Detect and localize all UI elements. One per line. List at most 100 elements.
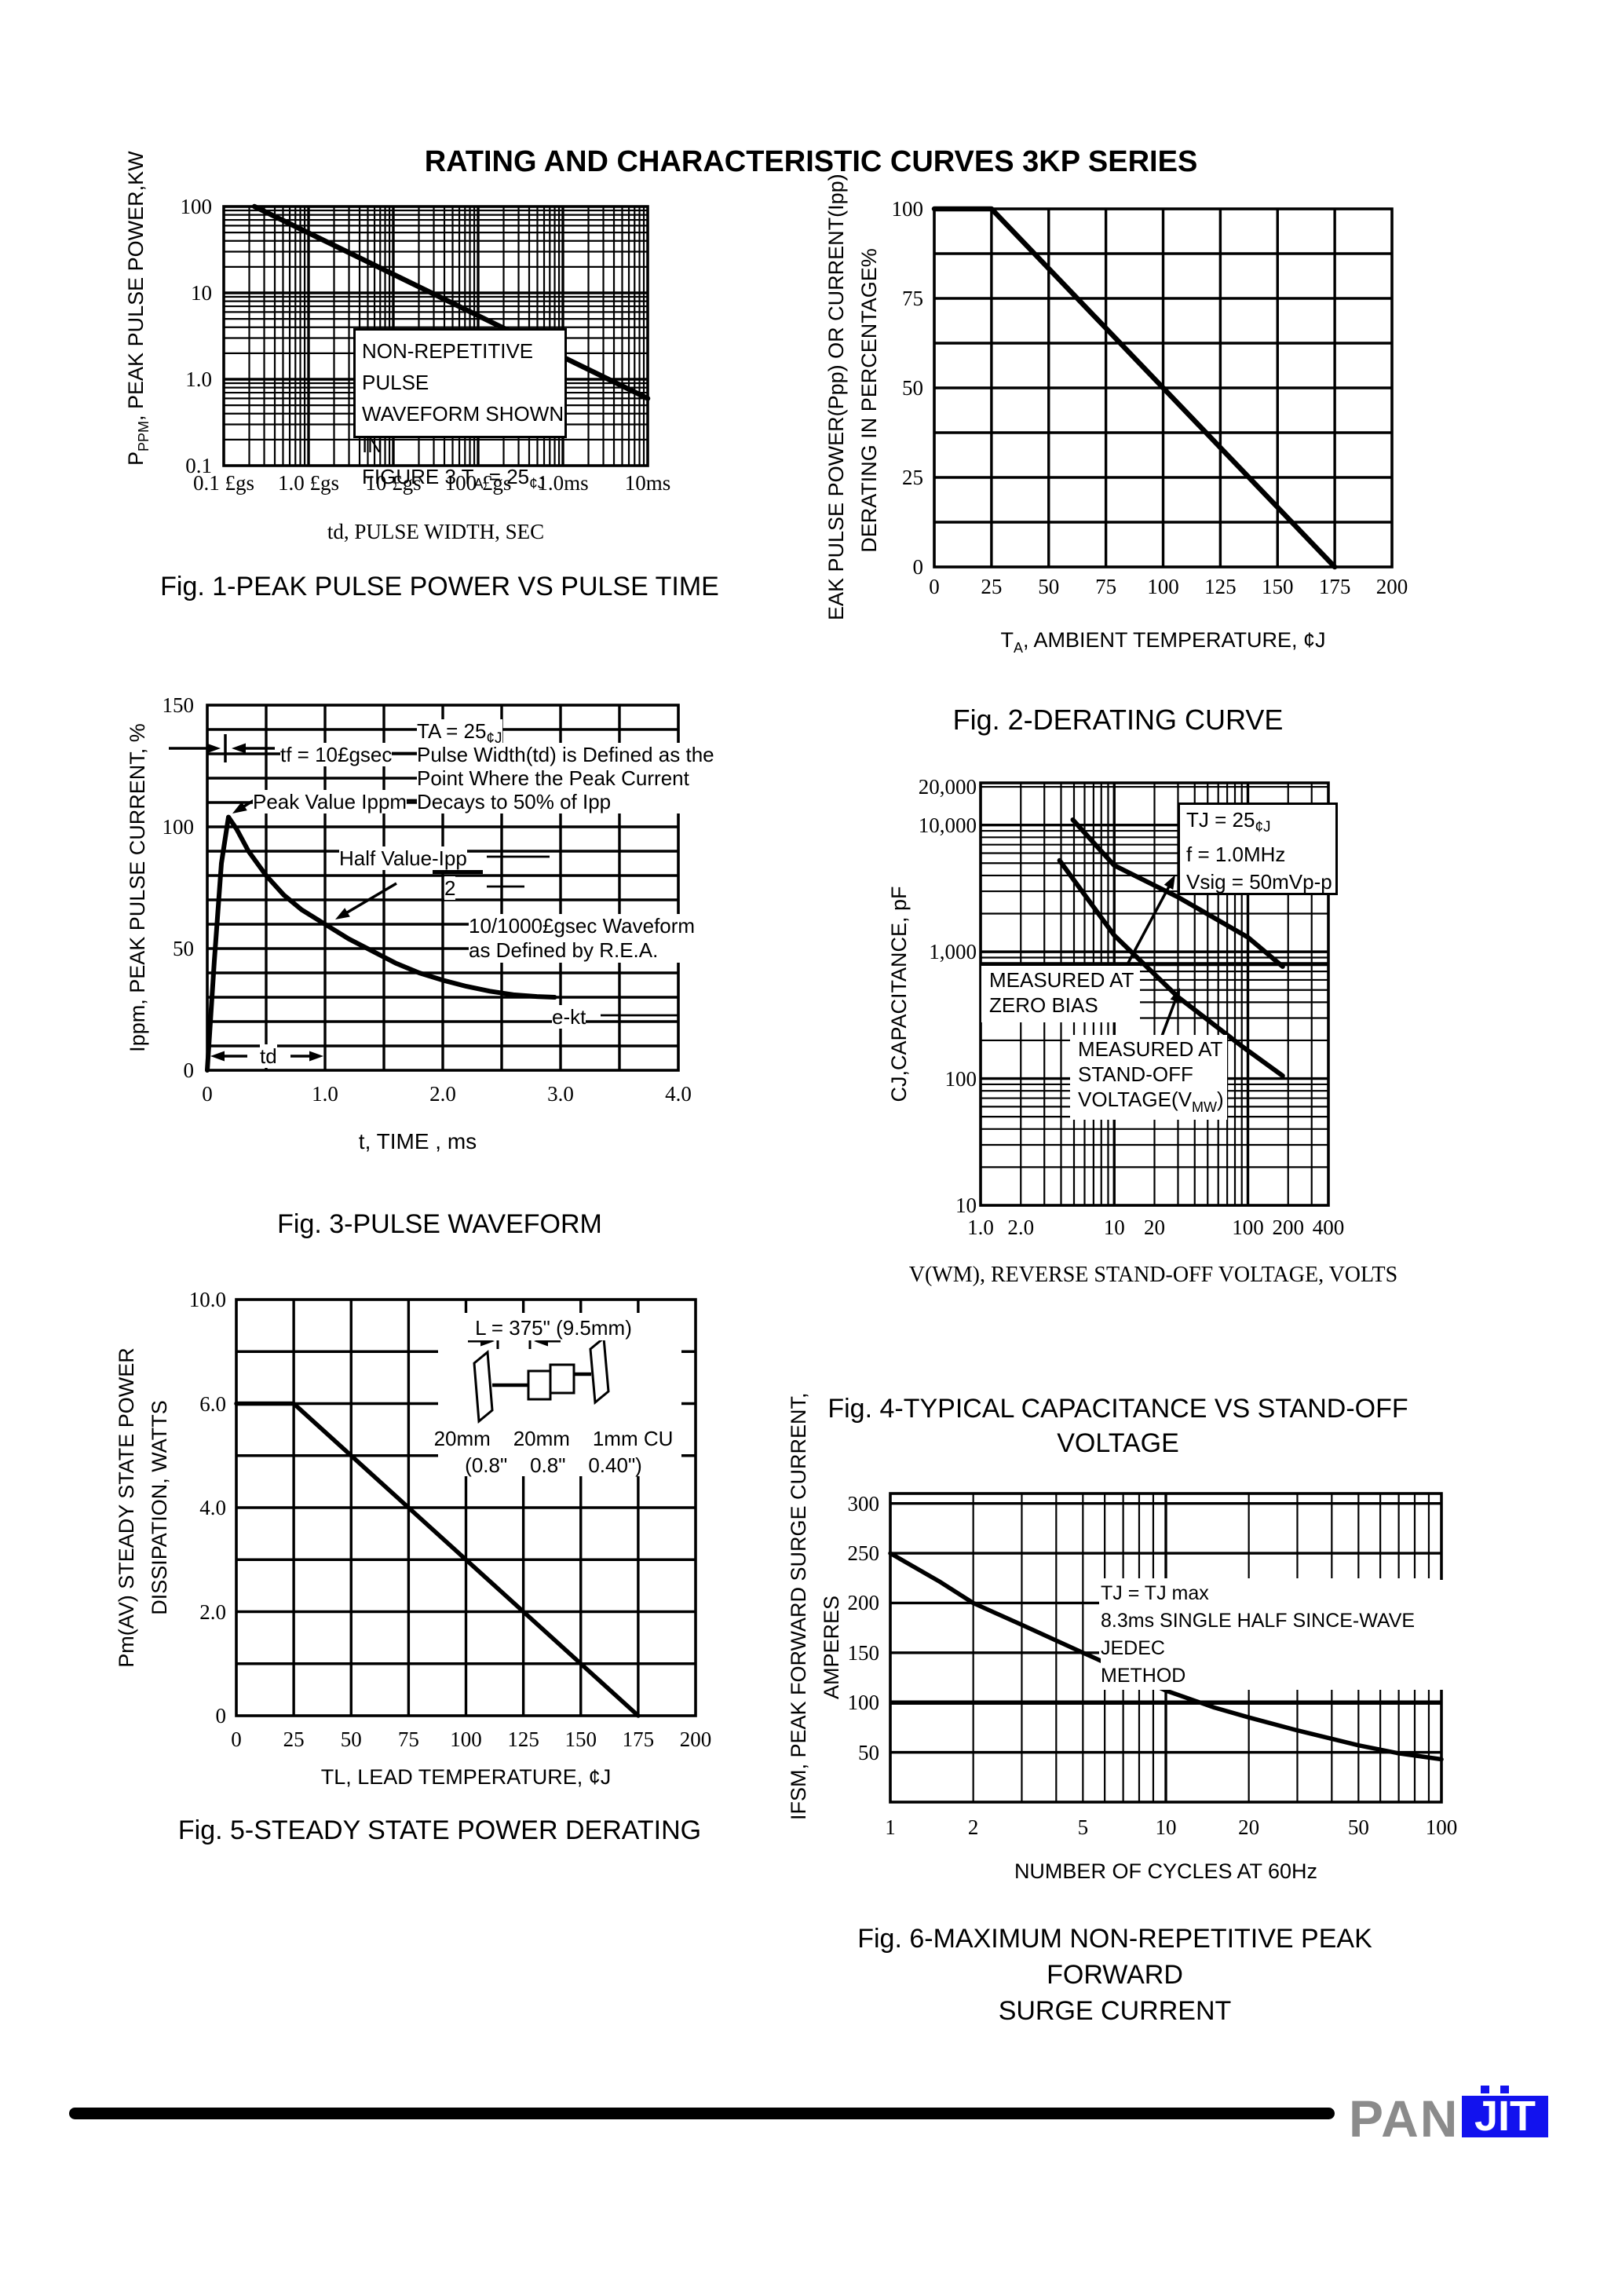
fig2-y-axis-label-line1: EAK PULSE POWER(Ppp) OR CURRENT(Ipp) bbox=[824, 174, 848, 620]
fig6-x-tick: 20 bbox=[1238, 1815, 1260, 1839]
fig5-x-tick: 75 bbox=[397, 1727, 419, 1751]
fig4-x-tick: 1.0 bbox=[967, 1216, 994, 1239]
fig5-x-tick: 125 bbox=[507, 1727, 539, 1751]
fig3-half-value-annotation: Half Value-Ipp bbox=[339, 846, 467, 870]
fig4-x-tick: 200 bbox=[1272, 1216, 1304, 1239]
fig6-y-tick: 50 bbox=[858, 1740, 879, 1764]
fig3-x-tick: 3.0 bbox=[547, 1082, 574, 1106]
fig6-cond-line2: 8.3ms SINGLE HALF SINCE-WAVE JEDEC bbox=[1101, 1610, 1416, 1659]
page-title: RATING AND CHARACTERISTIC CURVES 3KP SER… bbox=[424, 145, 1198, 178]
fig2-x-tick: 0 bbox=[929, 575, 940, 598]
logo-jit-badge: JIT bbox=[1462, 2095, 1548, 2137]
fig1-note-box: NON-REPETITIVE PULSE WAVEFORM SHOWN IN F… bbox=[353, 328, 567, 492]
fig4-so-line3: VOLTAGE(VMW) bbox=[1078, 1088, 1224, 1115]
fig5-y-tick: 0 bbox=[215, 1704, 227, 1727]
fig1-x-tick: 100 £gs bbox=[444, 471, 512, 495]
fig2-x-tick: 75 bbox=[1095, 575, 1117, 598]
fig5-inset-inch-label: (0.8" 0.8" 0.40") bbox=[465, 1453, 642, 1477]
fig3-x-tick: 2.0 bbox=[429, 1082, 456, 1106]
fig6-y-tick: 250 bbox=[847, 1541, 880, 1566]
fig2-y-axis-label-line2: DERATING IN PERCENTAGE% bbox=[857, 248, 881, 553]
fig4-y-tick: 100 bbox=[944, 1066, 977, 1091]
fig1-ylabel-sub: PPM bbox=[136, 420, 152, 452]
fig1-y-tick: 0.1 bbox=[185, 454, 212, 477]
fig2-x-tick: 125 bbox=[1204, 575, 1237, 598]
fraction-bar bbox=[433, 870, 483, 874]
fig4-x-axis-label: V(WM), REVERSE STAND-OFF VOLTAGE, VOLTS bbox=[908, 1263, 1398, 1287]
fig5-y-tick: 6.0 bbox=[199, 1391, 226, 1416]
fig3-x-tick: 4.0 bbox=[665, 1082, 692, 1106]
fig4-x-tick: 400 bbox=[1312, 1216, 1345, 1239]
fig2-y-tick: 75 bbox=[902, 287, 923, 310]
fig3-y-tick: 50 bbox=[173, 937, 194, 960]
fig1-x-axis-label: td, PULSE WIDTH, SEC bbox=[327, 520, 545, 543]
fig6-cond-line3: METHOD bbox=[1101, 1665, 1186, 1687]
fig6-cond-line1: TJ = TJ max bbox=[1101, 1582, 1209, 1604]
fig4-x-tick: 20 bbox=[1144, 1216, 1165, 1239]
fig5-x-tick: 100 bbox=[450, 1727, 482, 1751]
fig4-cond-line3: Vsig = 50mVp-p bbox=[1186, 870, 1332, 894]
fig6-conditions-annotation: TJ = TJ max 8.3ms SINGLE HALF SINCE-WAVE… bbox=[1101, 1580, 1446, 1690]
fig2-x-tick: 50 bbox=[1038, 575, 1060, 598]
fig5-x-tick: 150 bbox=[564, 1727, 597, 1751]
fig6-y-tick: 300 bbox=[847, 1491, 880, 1515]
fig4-y-tick: 10 bbox=[955, 1194, 977, 1217]
fig4-zero-bias-label: MEASURED AT ZERO BIAS bbox=[981, 966, 1140, 1022]
fig4-so-line1: MEASURED AT bbox=[1078, 1037, 1223, 1061]
fig2-y-tick: 100 bbox=[891, 197, 924, 221]
fig2-x-tick: 100 bbox=[1147, 575, 1179, 598]
fig5-chart bbox=[234, 1298, 697, 1718]
fig3-half-denominator: 2 bbox=[444, 876, 456, 900]
fig6-x-tick: 1 bbox=[885, 1815, 896, 1839]
fig6-y-tick: 200 bbox=[847, 1591, 880, 1615]
fig3-td-annotation: td bbox=[260, 1044, 277, 1068]
fig4-cond-line2: f = 1.0MHz bbox=[1186, 843, 1286, 866]
logo-dot-1 bbox=[1481, 2086, 1489, 2093]
fig3-y-tick: 150 bbox=[162, 693, 195, 717]
fig4-caption: Fig. 4-TYPICAL CAPACITANCE VS STAND-OFF … bbox=[827, 1394, 1408, 1458]
fig6-x-tick: 5 bbox=[1077, 1815, 1089, 1839]
fig1-y-tick: 10 bbox=[191, 281, 212, 305]
fig3-caption: Fig. 3-PULSE WAVEFORM bbox=[277, 1209, 602, 1239]
fig4-x-tick: 10 bbox=[1103, 1216, 1125, 1239]
fig5-x-tick: 0 bbox=[231, 1727, 242, 1751]
fig3-y-axis-label: Ippm, PEAK PULSE CURRENT, % bbox=[126, 723, 149, 1052]
fig1-x-tick: 1.0 £gs bbox=[277, 471, 339, 495]
fig6-caption: Fig. 6-MAXIMUM NON-REPETITIVE PEAK FORWA… bbox=[857, 1924, 1372, 2026]
fig5-x-tick: 200 bbox=[679, 1727, 712, 1751]
fig6-x-tick: 100 bbox=[1425, 1815, 1458, 1839]
fig6-x-tick: 10 bbox=[1155, 1815, 1177, 1839]
fig3-x-axis-label: t, TIME , ms bbox=[358, 1129, 477, 1153]
fig4-y-tick: 10,000 bbox=[918, 813, 977, 837]
fig4-cond-line1: TJ = 25¢J bbox=[1186, 808, 1271, 835]
fig1-note-line3: FIGURE 3 TA = 25¢J bbox=[362, 465, 546, 492]
fig4-y-tick: 1,000 bbox=[929, 940, 977, 964]
fig1-x-tick: 0.1 £gs bbox=[192, 471, 254, 495]
fig2-x-tick: 200 bbox=[1375, 575, 1408, 598]
footer-rule bbox=[69, 2108, 1335, 2119]
fig5-caption: Fig. 5-STEADY STATE POWER DERATING bbox=[177, 1815, 702, 1845]
fig2-y-tick: 25 bbox=[902, 466, 923, 489]
fig6-x-tick: 50 bbox=[1347, 1815, 1369, 1839]
fig1-note-line2: WAVEFORM SHOWN IN bbox=[362, 402, 564, 457]
fig2-x-axis-label: TA, AMBIENT TEMPERATURE, ¢J bbox=[1000, 628, 1326, 656]
fig2-x-tick: 175 bbox=[1318, 575, 1351, 598]
fig3-x-tick: 1.0 bbox=[312, 1082, 338, 1106]
fig1-y-tick: 1.0 bbox=[185, 367, 212, 391]
fig3-y-tick: 100 bbox=[162, 815, 195, 839]
fig1-caption: Fig. 1-PEAK PULSE POWER VS PULSE TIME bbox=[160, 572, 719, 601]
fig3-x-tick: 0 bbox=[202, 1082, 213, 1106]
fig3-pulse-width-annotation: Pulse Width(td) is Defined as the Point … bbox=[417, 743, 714, 813]
fig1-x-tick: 1.0ms bbox=[537, 471, 589, 495]
fig5-x-tick: 175 bbox=[622, 1727, 655, 1751]
fig5-inset-mm-label: 20mm 20mm 1mm CU bbox=[433, 1427, 674, 1450]
fig3-y-tick: 0 bbox=[183, 1058, 195, 1082]
fig4-x-tick: 2.0 bbox=[1007, 1216, 1035, 1239]
fig2-x-tick: 25 bbox=[981, 575, 1003, 598]
logo-dot-2 bbox=[1500, 2086, 1509, 2093]
fig5-y-tick: 2.0 bbox=[199, 1600, 226, 1624]
fig5-x-axis-label: TL, LEAD TEMPERATURE, ¢J bbox=[320, 1765, 612, 1789]
fig2-chart bbox=[931, 206, 1394, 570]
fig3-tf-annotation: tf = 10£gsec bbox=[280, 743, 393, 766]
fig6-x-tick: 2 bbox=[967, 1815, 979, 1839]
